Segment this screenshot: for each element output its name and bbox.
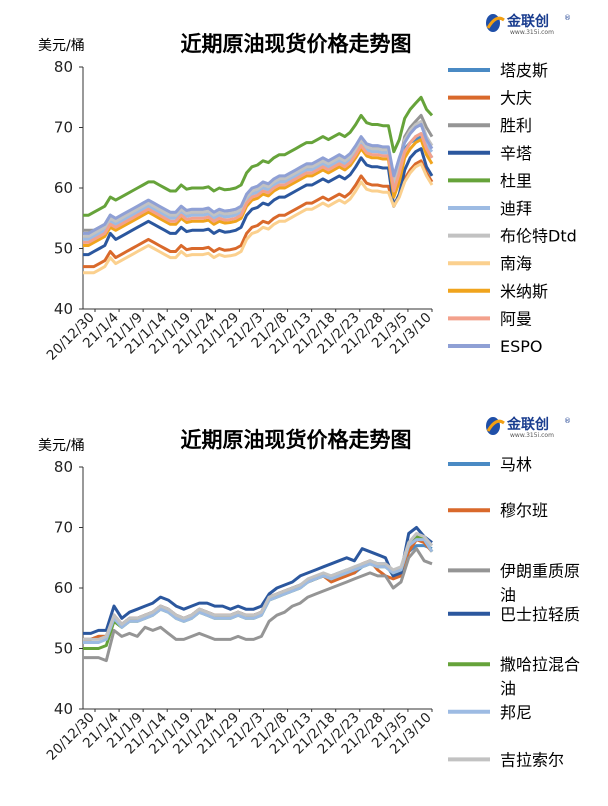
legend-label: 胜利	[500, 116, 532, 135]
legend-label: 塔皮斯	[500, 61, 548, 80]
series-line-7	[83, 119, 434, 238]
series-line-4	[83, 147, 434, 257]
legend-label: 巴士拉轻质	[500, 605, 580, 624]
legend-label: ESPO	[500, 337, 543, 356]
legend-label: 布伦特Dtd	[500, 227, 577, 246]
legend-label-line: 伊朗重质原	[500, 561, 580, 580]
logo-subtext: www.315i.com	[510, 29, 554, 36]
y-tick-label: 40	[54, 300, 73, 318]
series-line-10	[83, 132, 434, 244]
legend-label: 南海	[500, 254, 532, 273]
series-line-1	[83, 544, 433, 641]
series-line-7	[83, 532, 434, 641]
legend-label: 大庆	[500, 89, 532, 108]
chart-1: 近期原油现货价格走势图美元/桶405060708020/12/3021/1/42…	[38, 32, 577, 364]
y-axis-label: 美元/桶	[38, 38, 85, 54]
y-tick-label: 50	[54, 640, 73, 658]
series-line-6	[83, 538, 434, 644]
logo-text: 金联创	[506, 416, 549, 433]
series-line-2	[83, 159, 434, 269]
series-line-5	[83, 535, 434, 650]
legend-label: 伊朗重质原油	[500, 561, 580, 604]
chart-2: 近期原油现货价格走势图美元/桶405060708020/12/3021/1/42…	[38, 428, 580, 769]
y-tick-label: 50	[54, 240, 73, 258]
legend-label: 邦尼	[500, 703, 532, 722]
series-line-3	[83, 547, 433, 663]
legend-label: 米纳斯	[500, 282, 548, 301]
chart-title: 近期原油现货价格走势图	[181, 32, 412, 56]
y-tick-label: 70	[54, 519, 73, 537]
y-tick-label: 80	[54, 458, 73, 476]
y-tick-label: 60	[54, 579, 73, 597]
series-line-4	[83, 526, 433, 635]
logo-subtext: www.315i.com	[510, 432, 554, 439]
legend-label-line: 油	[500, 585, 516, 604]
legend-label: 迪拜	[500, 199, 532, 218]
legend-label: 穆尔班	[500, 501, 548, 520]
legend-label: 辛塔	[500, 144, 532, 163]
y-axis-label: 美元/桶	[38, 438, 85, 454]
chart-title: 近期原油现货价格走势图	[181, 428, 412, 452]
legend-label-line: 油	[500, 679, 516, 698]
logo-registered: ®	[564, 14, 571, 22]
y-tick-label: 80	[54, 58, 73, 76]
legend-label-line: 撒哈拉混合	[500, 655, 580, 674]
y-tick-label: 40	[54, 700, 73, 718]
logo-swoosh-icon	[486, 16, 505, 29]
series-line-5	[83, 95, 434, 217]
legend-label: 阿曼	[500, 309, 532, 328]
legend-label: 杜里	[500, 171, 532, 190]
logo-text: 金联创	[506, 13, 549, 30]
y-tick-label: 60	[54, 179, 73, 197]
logo-swoosh-icon	[486, 419, 505, 432]
legend-label: 马林	[500, 455, 532, 474]
series-line-6	[83, 132, 434, 241]
logo-registered: ®	[564, 417, 571, 425]
series-line-8	[83, 162, 434, 275]
series-line-11	[83, 123, 434, 235]
series-line-9	[83, 138, 434, 247]
y-tick-label: 70	[54, 119, 73, 137]
legend-label: 撒哈拉混合油	[500, 655, 580, 698]
legend-label: 吉拉索尔	[500, 750, 564, 769]
